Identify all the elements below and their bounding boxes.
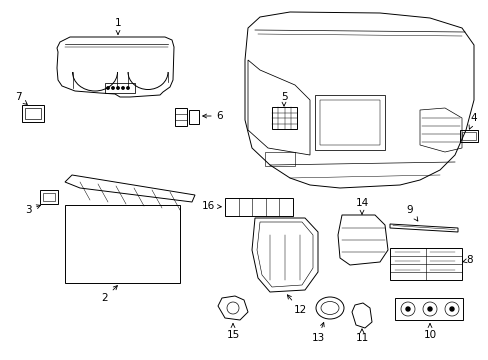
Text: 2: 2 [102, 285, 117, 303]
Bar [394, 298, 462, 320]
Circle shape [449, 307, 453, 311]
Text: 15: 15 [226, 324, 239, 340]
Text: 11: 11 [355, 329, 368, 343]
Text: 3: 3 [24, 205, 41, 215]
Circle shape [112, 87, 114, 89]
Bar [175, 108, 186, 126]
Bar [319, 100, 379, 145]
Circle shape [106, 87, 109, 89]
Circle shape [122, 87, 124, 89]
Text: 7: 7 [15, 92, 27, 104]
Circle shape [427, 307, 431, 311]
Bar [105, 83, 135, 93]
Text: 1: 1 [115, 18, 121, 34]
Text: 5: 5 [280, 92, 287, 106]
Bar [389, 248, 461, 280]
Text: 8: 8 [462, 255, 472, 265]
Text: 9: 9 [406, 205, 417, 221]
Bar [65, 205, 180, 283]
Text: 4: 4 [468, 113, 476, 129]
Text: 13: 13 [311, 323, 324, 343]
Bar [189, 110, 199, 124]
Text: 12: 12 [287, 295, 306, 315]
Bar [459, 130, 477, 142]
Bar [43, 193, 55, 201]
Bar [314, 95, 384, 150]
Bar [22, 105, 44, 122]
Bar [224, 198, 292, 216]
Text: 6: 6 [203, 111, 223, 121]
Text: 14: 14 [355, 198, 368, 214]
Bar [40, 190, 58, 204]
Circle shape [405, 307, 409, 311]
Bar [461, 132, 475, 140]
Bar [264, 152, 294, 166]
Text: 16: 16 [201, 201, 221, 211]
Circle shape [117, 87, 119, 89]
Circle shape [126, 87, 129, 89]
Bar [271, 107, 296, 129]
Bar [25, 108, 41, 119]
Text: 10: 10 [423, 324, 436, 340]
